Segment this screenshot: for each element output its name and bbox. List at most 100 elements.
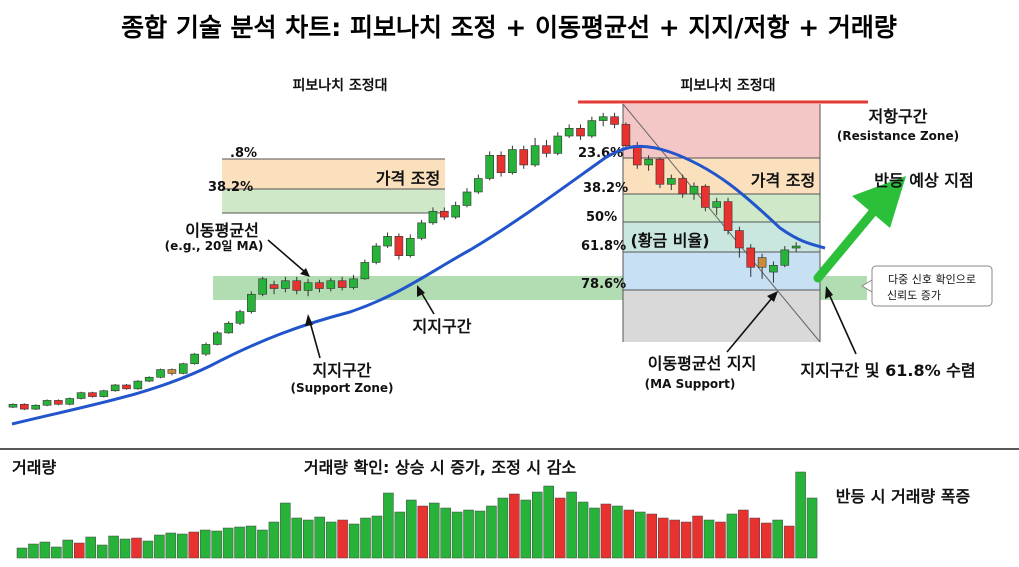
candle-body [439, 210, 449, 218]
volume-bar [417, 505, 428, 559]
candle-body [122, 384, 131, 390]
candle-body [383, 236, 392, 247]
candle-body [791, 245, 801, 249]
candle-body [258, 278, 268, 295]
candle-body [508, 149, 517, 173]
candle-body [542, 145, 551, 154]
candle-body [462, 191, 472, 206]
candle-body [598, 116, 608, 121]
volume-bar [532, 491, 543, 559]
rebound-arrow [813, 176, 906, 283]
volume-bar [234, 526, 245, 559]
volume-bar [51, 546, 62, 559]
candle-body [655, 158, 665, 185]
volume-bar [360, 517, 371, 559]
resistance-label: 저항구간 [869, 107, 928, 126]
candle-body [780, 249, 790, 266]
volume-bar [635, 511, 646, 559]
volume-bar [199, 529, 211, 559]
candle-body [371, 245, 381, 263]
volume-bar [669, 519, 680, 559]
candle-body [530, 145, 540, 166]
fib-label-786: 78.6% [581, 277, 626, 292]
candle-body [621, 124, 631, 146]
candle-body [349, 278, 358, 288]
volume-bar [348, 523, 360, 559]
volume-bar [211, 530, 222, 559]
volume-bar [795, 471, 806, 559]
volume-bar [280, 502, 291, 559]
volume-bar [257, 529, 268, 559]
ma-support-label: 이동평균선 지지 [648, 354, 757, 373]
candle-body [610, 116, 619, 125]
candle-body [315, 282, 324, 289]
left-fib-zone-label: 피보나치 조정대 [292, 77, 387, 94]
right-price-adjust-label: 가격 조정 [751, 171, 815, 190]
candle-body [110, 384, 120, 392]
moving-average-line [11, 144, 826, 426]
candle-body [689, 185, 699, 195]
candle-body [178, 363, 188, 374]
candle-body [474, 178, 483, 193]
candle-body [190, 353, 199, 365]
volume-bar [486, 505, 497, 559]
volume-bar [85, 536, 96, 559]
volume-bar [783, 525, 795, 559]
volume-bar [303, 519, 314, 559]
volume-bar [589, 507, 600, 559]
candle-body [247, 293, 256, 312]
candle-body [405, 238, 415, 256]
volume-bar [440, 507, 451, 559]
candle-body [701, 185, 710, 208]
volume-bar [566, 491, 577, 559]
volume-bar [657, 517, 669, 559]
candlestick-series [8, 112, 801, 411]
volume-bar [509, 493, 520, 559]
volume-bar [268, 521, 280, 559]
volume-bar [131, 537, 142, 559]
candle-body [337, 280, 347, 288]
converge-label: 지지구간 및 61.8% 수렴 [800, 361, 975, 380]
candle-body [712, 201, 722, 208]
golden-ratio-label: (황금 비율) [630, 231, 709, 250]
rebound-point-label: 반등 예상 지점 [874, 171, 973, 190]
volume-series [16, 471, 818, 559]
candle-body [167, 369, 177, 374]
candle-body [54, 400, 63, 405]
candle-body [213, 332, 222, 345]
volume-bar [646, 513, 657, 559]
volume-confirm-label: 거래량 확인: 상승 시 증가, 조정 시 감소 [304, 458, 577, 477]
candle-body [496, 155, 506, 173]
support-mid-label: 지지구간 [413, 317, 472, 336]
candle-body [224, 322, 233, 334]
volume-bar [692, 515, 703, 559]
volume-bar [772, 519, 783, 559]
candle-body [746, 247, 756, 268]
volume-bar [451, 511, 463, 559]
multi-signal-line2: 신뢰도 증가 [887, 289, 941, 302]
volume-bar [142, 540, 154, 559]
volume-bar [749, 517, 761, 559]
fib-diagonal [622, 103, 821, 343]
candle-body [451, 205, 460, 218]
volume-spike-label: 반등 시 거래량 폭증 [836, 487, 971, 506]
fib-label-50: 50% [586, 210, 617, 225]
candle-body [360, 262, 370, 280]
candle-body [88, 392, 97, 397]
candle-body [201, 344, 211, 355]
candle-body [632, 145, 642, 166]
left-fib-zone: .8% 38.2% 피보나치 조정대 가격 조정 [208, 77, 445, 214]
volume-bar [383, 492, 394, 559]
volume-bar [119, 538, 131, 559]
candle-body [576, 127, 585, 137]
volume-bar [406, 499, 417, 559]
candle-body [519, 149, 529, 166]
left-fib-band-orange [222, 159, 445, 189]
volume-bar [245, 525, 257, 559]
volume-bar [325, 521, 337, 559]
volume-bar [680, 521, 692, 559]
candle-body [757, 257, 767, 268]
candle-body [587, 120, 597, 137]
candle-body [723, 201, 733, 231]
candle-body [326, 280, 336, 289]
